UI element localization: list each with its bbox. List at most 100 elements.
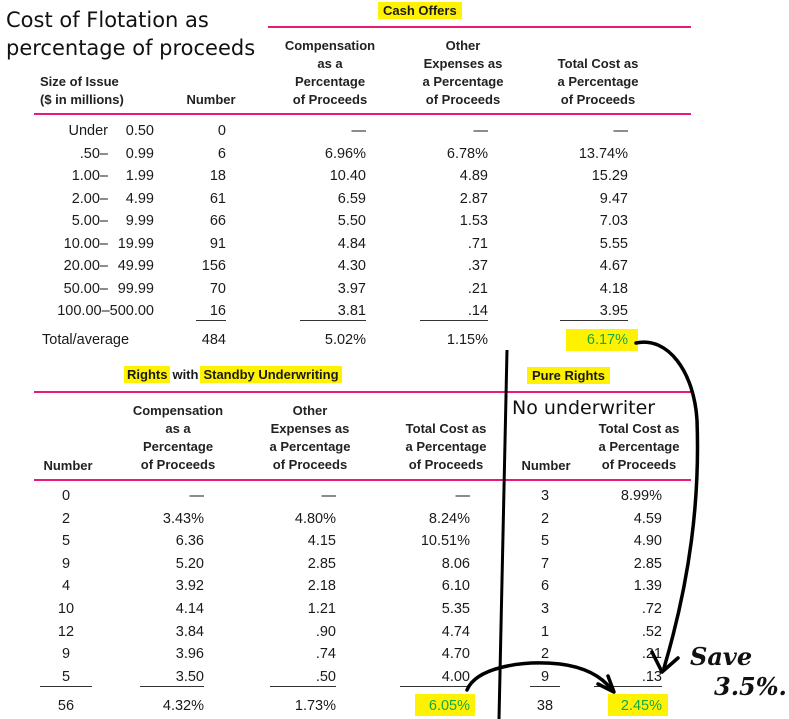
pure-total-cost: 2.45% xyxy=(620,698,662,714)
rights-compensation: — xyxy=(189,488,205,504)
rights-total: 5.35 xyxy=(441,601,470,617)
cash-total: 3.95 xyxy=(560,302,628,321)
cash-size-from: Under xyxy=(68,123,109,139)
cash-header-size: Size of Issue ($ in millions) xyxy=(40,74,124,107)
rights-other: 2.85 xyxy=(307,555,336,572)
rights-number: 4 xyxy=(61,578,71,595)
rights-compensation: 3.84 xyxy=(175,623,204,640)
cash-size-from: 50.00– xyxy=(63,280,108,297)
rights-total: 6.10 xyxy=(441,578,470,595)
pure-header-number: Number xyxy=(521,458,571,473)
cash-size-from: 1.00– xyxy=(71,168,108,184)
annotation-title: Cost of Flotation as percentage of proce… xyxy=(6,6,255,62)
cash-size-from: 5.00– xyxy=(71,213,108,229)
rights-other: 4.15 xyxy=(307,533,336,550)
pure-total: 4.90 xyxy=(633,533,662,550)
rights-compensation: 3.50 xyxy=(140,668,204,687)
cash-number: 70 xyxy=(209,280,226,297)
rights-number: 5 xyxy=(40,668,92,687)
rights-header-other: Other Expenses as a Percentage of Procee… xyxy=(269,403,351,472)
cash-size-to: 1.99 xyxy=(125,168,154,184)
cash-compensation: 3.81 xyxy=(300,302,366,321)
rights-total: 8.06 xyxy=(441,555,470,572)
cash-compensation: 5.50 xyxy=(337,213,366,229)
rights-title: Rights with Standby Underwriting xyxy=(124,366,342,383)
rights-number: 9 xyxy=(61,646,71,663)
pure-total: 4.59 xyxy=(633,510,662,527)
pure-rights-title: Pure Rights xyxy=(527,367,610,384)
rights-other: 2.18 xyxy=(307,578,336,595)
cash-number: 156 xyxy=(201,258,226,274)
cash-compensation: 4.30 xyxy=(337,258,366,274)
annotation-save-line1: Save xyxy=(690,642,753,671)
rights-total: 10.51% xyxy=(420,533,470,550)
pure-number: 2 xyxy=(540,510,550,527)
rights-total: 4.70 xyxy=(441,646,470,663)
annotation-no-underwriter: No underwriter xyxy=(512,397,656,419)
cash-number: 61 xyxy=(209,190,226,207)
cash-other: 1.53 xyxy=(459,213,488,229)
cash-other: .21 xyxy=(467,280,488,297)
cash-size-to: 0.50 xyxy=(125,123,154,139)
cash-other: .14 xyxy=(420,302,488,321)
rights-number: 10 xyxy=(57,601,75,617)
cash-total: 15.29 xyxy=(591,168,628,184)
cash-size-to: 99.99 xyxy=(117,280,154,297)
rights-other: .90 xyxy=(315,623,336,640)
rights-total: 4.74 xyxy=(441,623,470,640)
annotation-title-line2: percentage of proceeds xyxy=(6,36,256,60)
cash-header-compensation: Compensation as a Percentage of Proceeds xyxy=(284,38,376,107)
annotation-title-line1: Cost of Flotation as xyxy=(6,8,209,32)
pure-total-highlight xyxy=(608,694,668,716)
cash-size-to: 9.99 xyxy=(125,213,154,229)
pure-number: 3 xyxy=(540,488,550,504)
cash-total-number: 484 xyxy=(201,332,226,348)
rights-total-compensation: 4.32% xyxy=(162,698,204,714)
cash-size-to: 4.99 xyxy=(125,190,154,207)
cash-compensation: 10.40 xyxy=(329,168,366,184)
rights-compensation: 3.43% xyxy=(162,510,204,527)
rights-compensation: 3.96 xyxy=(175,646,204,663)
cash-top-rule xyxy=(268,26,691,28)
pure-number: 6 xyxy=(540,578,550,595)
cash-size-from: .50– xyxy=(79,145,108,162)
cash-other: 4.89 xyxy=(459,168,488,184)
pure-total: 1.39 xyxy=(633,578,662,595)
cash-number: 16 xyxy=(196,302,226,321)
cash-size-from: 10.00– xyxy=(63,235,108,252)
rights-header-compensation: Compensation as a Percentage of Proceeds xyxy=(132,403,224,472)
rights-title-b: Standby Underwriting xyxy=(200,366,342,383)
rights-number: 2 xyxy=(61,510,71,527)
pure-number: 3 xyxy=(540,601,550,617)
rights-total-highlight xyxy=(415,694,475,716)
cash-total-highlight xyxy=(566,329,638,351)
ink-divider-line xyxy=(497,349,509,719)
cash-other: — xyxy=(473,123,489,139)
rights-other: 1.21 xyxy=(307,601,336,617)
cash-other: 2.87 xyxy=(459,190,488,207)
cash-size-to: 49.99 xyxy=(117,258,154,274)
rights-top-rule xyxy=(34,391,691,393)
pure-number: 7 xyxy=(540,555,550,572)
rights-compensation: 5.20 xyxy=(175,555,204,572)
rights-number: 12 xyxy=(57,623,75,640)
cash-other: .71 xyxy=(467,235,488,252)
cash-offers-title: Cash Offers xyxy=(378,2,462,19)
pure-total: .72 xyxy=(641,601,662,617)
pure-number: 2 xyxy=(540,646,550,663)
rights-other: — xyxy=(321,488,337,504)
pure-total: .52 xyxy=(641,623,662,640)
cash-other: 6.78% xyxy=(446,145,488,162)
cash-size-to: 0.99 xyxy=(125,145,154,162)
cash-header-other: Other Expenses as a Percentage of Procee… xyxy=(422,38,504,107)
rights-header-total: Total Cost as a Percentage of Proceeds xyxy=(405,421,487,472)
cash-compensation: — xyxy=(351,123,367,139)
cash-number: 66 xyxy=(209,213,226,229)
cash-total: 7.03 xyxy=(599,213,628,229)
rights-compensation: 3.92 xyxy=(175,578,204,595)
cash-size-from: 2.00– xyxy=(71,190,108,207)
rights-header-rule xyxy=(34,479,691,481)
annotation-save: Save 3.5%. xyxy=(690,642,787,702)
cash-number: 18 xyxy=(209,168,226,184)
cash-compensation: 6.59 xyxy=(337,190,366,207)
